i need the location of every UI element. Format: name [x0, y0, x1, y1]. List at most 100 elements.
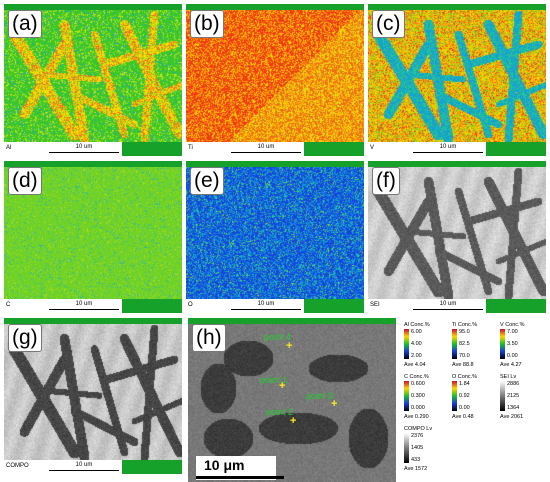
- scale-text: 10 um: [439, 144, 457, 150]
- panel-label: (e): [190, 167, 224, 195]
- legend-sei: SEI Lv 2886 2125 1364 Ave 2061: [500, 374, 544, 422]
- footer-strip: [486, 142, 546, 156]
- scale-text: 10 um: [75, 301, 93, 307]
- point-2-label: point 2: [266, 407, 294, 417]
- legend-max: 95.0: [459, 329, 470, 335]
- point-3-label: point 3: [306, 391, 334, 401]
- top-bar: [368, 161, 546, 167]
- legend-mid: 0.300: [411, 393, 425, 399]
- legend-compo: COMPO Lv 2376 1405 433 Ave 1572: [404, 426, 448, 474]
- legend-title: Ti Conc.%: [452, 322, 478, 328]
- legend-ti: Ti Conc.% 95.0 82.5 70.0 Ave 88.8: [452, 322, 496, 370]
- colorbar: [404, 329, 409, 359]
- legend-average: Ave 1572: [404, 466, 428, 472]
- legend-average: Ave 4.04: [404, 362, 426, 368]
- scale-bar: [196, 476, 284, 479]
- panel-label: (h): [192, 324, 226, 352]
- legend-min: 0.00: [507, 353, 518, 359]
- panel-g-compo-image: (g) COMPO 10 um: [4, 318, 182, 474]
- scale-text: 10 um: [257, 144, 275, 150]
- scale-bar: [49, 470, 119, 471]
- legend-average: Ave 0.290: [404, 414, 429, 420]
- panel-label: (c): [372, 10, 405, 38]
- element-name: C: [6, 302, 11, 308]
- panel-label: (b): [190, 10, 224, 38]
- colorbar: [404, 433, 409, 463]
- top-bar: [188, 318, 396, 324]
- legend-mid: 0.92: [459, 393, 470, 399]
- legend-c: C Conc.% 0.600 0.300 0.000 Ave 0.290: [404, 374, 448, 422]
- panel-footer: C 10 um: [4, 299, 182, 313]
- legend-title: O Conc.%: [452, 374, 478, 380]
- element-name: V: [370, 145, 375, 151]
- scale-bar: [231, 152, 301, 153]
- legend-average: Ave 4.27: [500, 362, 522, 368]
- legend-max: 2886: [507, 381, 520, 387]
- legend-mid: 82.5: [459, 341, 470, 347]
- colorbar: [500, 381, 505, 411]
- element-name: COMPO: [6, 463, 29, 469]
- legend-mid: 4.00: [411, 341, 422, 347]
- compo-points-image: (h) point 4 + point 1 + point 3 + point …: [188, 318, 396, 482]
- panel-label: (a): [8, 10, 42, 38]
- element-name: SEI: [370, 302, 380, 308]
- legend-min: 1364: [507, 405, 520, 411]
- colorbar: [404, 381, 409, 411]
- panel-footer: Ti 10 um: [186, 142, 364, 156]
- legend-min: 2.00: [411, 353, 422, 359]
- panel-e-o-map: (e) O 10 um: [186, 161, 364, 313]
- legend-mid: 2125: [507, 393, 520, 399]
- panel-d-c-map: (d) C 10 um: [4, 161, 182, 313]
- panel-footer: Al 10 um: [4, 142, 182, 156]
- point-1-marker: +: [279, 380, 286, 392]
- top-bar: [186, 4, 364, 10]
- panel-footer: V 10 um: [368, 142, 546, 156]
- point-4-label: point 4: [264, 332, 292, 342]
- legend-max: 1.84: [459, 381, 470, 387]
- legend-title: COMPO Lv: [404, 426, 433, 432]
- scale-bar: [49, 152, 119, 153]
- footer-strip: [122, 142, 182, 156]
- scale-text: 10 um: [75, 144, 93, 150]
- scale-text: 10 um: [257, 301, 275, 307]
- colorbar: [452, 381, 457, 411]
- footer-strip: [304, 299, 364, 313]
- legend-max: 2376: [411, 433, 424, 439]
- footer-strip: [304, 142, 364, 156]
- legend-min: 70.0: [459, 353, 470, 359]
- legend-title: V Conc.%: [500, 322, 525, 328]
- legend-average: Ave 2061: [500, 414, 524, 420]
- legend-min: 0.000: [411, 405, 425, 411]
- point-4-marker: +: [286, 340, 293, 352]
- point-3-marker: +: [331, 398, 338, 410]
- panel-c-v-map: (c) V 10 um: [368, 4, 546, 156]
- legend-min: 433: [411, 457, 421, 463]
- panel-f-sei-image: (f) SEI 10 um: [368, 161, 546, 313]
- legend-min: 0.00: [459, 405, 470, 411]
- scale-text: 10 um: [439, 301, 457, 307]
- top-bar: [4, 318, 182, 324]
- scale-text: 10 μm: [204, 457, 245, 473]
- footer-strip: [486, 299, 546, 313]
- panel-label: (g): [8, 324, 42, 352]
- panel-h-compo-points: (h) point 4 + point 1 + point 3 + point …: [188, 318, 550, 482]
- footer-strip: [122, 460, 182, 474]
- legend-al: Al Conc.% 6.00 4.00 2.00 Ave 4.04: [404, 322, 448, 370]
- top-bar: [368, 4, 546, 10]
- scale-bar: [413, 152, 483, 153]
- top-bar: [4, 4, 182, 10]
- legend-max: 0.600: [411, 381, 425, 387]
- point-1-label: point 1: [260, 375, 288, 385]
- colorbar: [452, 329, 457, 359]
- legend-max: 6.00: [411, 329, 422, 335]
- top-bar: [186, 161, 364, 167]
- scale-text: 10 um: [75, 462, 93, 468]
- top-bar: [4, 161, 182, 167]
- scale-bar: [231, 309, 301, 310]
- panel-b-ti-map: (b) Ti 10 um: [186, 4, 364, 156]
- legend-title: C Conc.%: [404, 374, 429, 380]
- legend-v: V Conc.% 7.00 3.50 0.00 Ave 4.27: [500, 322, 544, 370]
- element-name: Al: [6, 145, 12, 151]
- panel-label: (d): [8, 167, 42, 195]
- legend-average: Ave 88.8: [452, 362, 474, 368]
